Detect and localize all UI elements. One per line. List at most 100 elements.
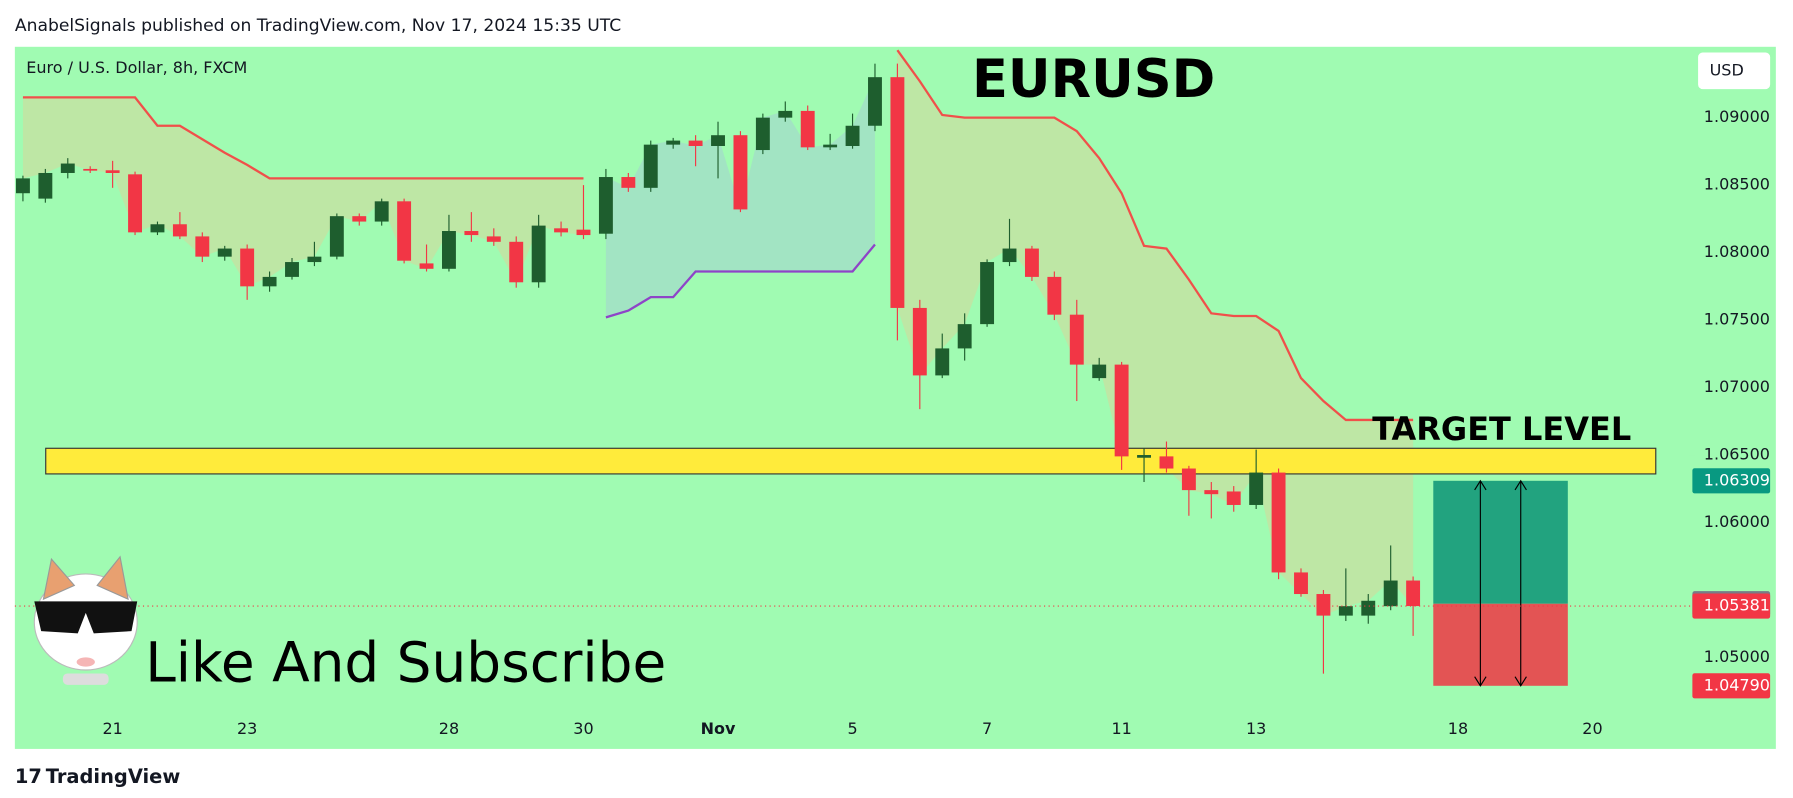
zone-label: TARGET LEVEL (1372, 410, 1631, 448)
loss-box (1433, 603, 1568, 686)
candle-body (442, 231, 456, 269)
candle-body (38, 172, 53, 199)
x-tick-label: 20 (1582, 719, 1602, 738)
y-tick-label: 1.05000 (1704, 647, 1770, 666)
candle-body (1226, 491, 1241, 505)
stop-price-label-bg (1692, 673, 1771, 699)
candle-body (621, 177, 636, 188)
candle-body (83, 168, 98, 171)
candle-body (240, 248, 255, 287)
y-tick-label: 1.08500 (1704, 175, 1770, 194)
candle-body (1002, 248, 1017, 263)
indicator-line (896, 49, 1414, 422)
candle-body (823, 144, 838, 148)
candle-body (397, 201, 412, 261)
candle-body (755, 117, 770, 151)
indicator-line (605, 243, 876, 319)
last-price-label: 1.05381 (1704, 596, 1770, 615)
candle-body (285, 262, 299, 277)
candle-body (374, 201, 389, 222)
candle-body (868, 77, 882, 126)
y-tick-label: 1.07000 (1704, 377, 1770, 396)
candle-body (150, 224, 165, 233)
candle-body (890, 77, 905, 308)
stop-price-label: 1.04790 (1704, 675, 1770, 694)
candle-body (711, 135, 725, 146)
cat-sticker (33, 555, 138, 685)
candle-body (688, 140, 703, 146)
x-tick-label: 18 (1448, 719, 1468, 738)
candle-body (1406, 580, 1421, 607)
symbol-label: Euro / U.S. Dollar, 8h, FXCM (26, 58, 247, 77)
indicator-line (22, 96, 584, 180)
candle-body (509, 241, 524, 283)
x-tick-label: 28 (439, 719, 459, 738)
candle-body (554, 228, 569, 233)
y-tick-label: 1.06000 (1704, 512, 1770, 531)
footer-logo: TradingView (46, 765, 181, 788)
candle-body (800, 110, 815, 148)
y-tick-label: 1.07500 (1704, 310, 1770, 329)
x-tick-label: 21 (102, 719, 122, 738)
candle-body (464, 231, 479, 236)
profit-box (1433, 480, 1568, 604)
candle-body (912, 307, 927, 376)
x-tick-label: 5 (847, 719, 857, 738)
candle-body (1047, 276, 1062, 315)
arrow-head (1514, 479, 1527, 687)
candle-body (1159, 456, 1174, 469)
candle-body (1069, 314, 1084, 365)
y-tick-label: 1.09000 (1704, 107, 1770, 126)
candle-body (935, 348, 950, 376)
candle-body (352, 216, 367, 222)
candle-body (307, 256, 322, 263)
currency-label[interactable]: USD (1710, 60, 1744, 79)
candle-body (598, 177, 613, 234)
candle-body (486, 236, 501, 242)
candle-body (576, 229, 591, 236)
annotation: Like And Subscribe (145, 631, 666, 695)
candle-body (1383, 580, 1398, 607)
currency-button[interactable] (1698, 52, 1771, 90)
candle-body (1114, 364, 1129, 457)
publish-header: AnabelSignals published on TradingView.c… (15, 16, 621, 36)
candle-body (531, 225, 546, 283)
x-tick-label: 23 (237, 719, 257, 738)
candle-body (172, 224, 187, 237)
candle-body (1137, 455, 1151, 458)
x-tick-label: Nov (701, 719, 736, 738)
target-price-label-bg (1692, 468, 1771, 494)
candle-body (1271, 472, 1286, 573)
chart-title: EURUSD (972, 49, 1215, 110)
candle-body (957, 324, 972, 349)
target-zone (45, 447, 1657, 475)
x-tick-label: 30 (573, 719, 593, 738)
arrow-head (1474, 479, 1487, 687)
candle-body (217, 248, 232, 257)
candle-body (980, 262, 995, 325)
candle-body (1249, 472, 1264, 505)
candle-body (1024, 248, 1039, 277)
candle-body (105, 170, 120, 173)
candle-body (60, 163, 75, 173)
candle-body (1092, 364, 1107, 379)
candle-body (195, 236, 210, 257)
target-price-label: 1.06309 (1704, 470, 1770, 489)
candle-body (666, 140, 681, 145)
candle-body (778, 110, 793, 118)
candle-body (1316, 594, 1331, 616)
y-tick-label: 1.08000 (1704, 242, 1770, 261)
candle-body (262, 276, 277, 287)
x-tick-label: 11 (1111, 719, 1131, 738)
candle-body (845, 125, 860, 146)
candle-body (128, 174, 142, 233)
candle-body (419, 263, 434, 269)
candle-body (1361, 600, 1376, 616)
logo-mark: 17 (15, 765, 42, 788)
y-tick-label: 1.06500 (1704, 445, 1770, 464)
x-tick-label: 13 (1246, 719, 1266, 738)
x-tick-label: 7 (982, 719, 992, 738)
plot: 1.05000 1.06000 1.06500 1.07000 1.07500 1.080… (14, 49, 1771, 738)
last-price-label-bg (1692, 593, 1771, 619)
